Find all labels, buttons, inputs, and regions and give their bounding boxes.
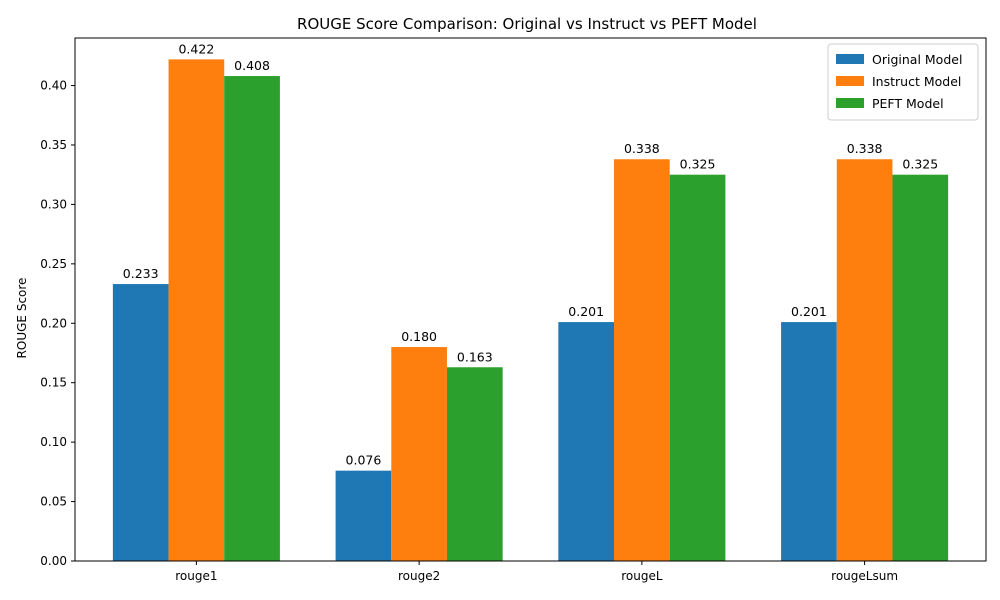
bar-instruct-model-rougeLsum xyxy=(836,159,893,562)
data-label: 0.163 xyxy=(457,349,493,364)
legend-label: Original Model xyxy=(872,52,962,67)
y-tick-label: 0.40 xyxy=(40,79,67,93)
plot-area: 0.233 0.076 0.201 0.201 0.422 0.180 0.338 0.338… xyxy=(40,37,987,583)
bar-instruct-model-rougeL xyxy=(614,159,670,562)
bar-peft-model-rougeLsum xyxy=(892,174,949,561)
bar-peft-model-rougeL xyxy=(669,174,726,561)
x-tick-label: rougeLsum xyxy=(831,569,898,583)
y-tick-label: 0.30 xyxy=(40,197,67,211)
bar-peft-model-rouge1 xyxy=(224,76,280,561)
data-label: 0.233 xyxy=(123,266,159,281)
data-label: 0.408 xyxy=(234,58,270,73)
axes-frame xyxy=(74,37,987,562)
y-tick-label: 0.05 xyxy=(40,495,67,509)
bar-instruct-model-rouge2 xyxy=(391,347,447,561)
data-label: 0.338 xyxy=(847,141,883,156)
x-tick-label: rouge1 xyxy=(175,569,217,583)
legend-swatch-instruct-model xyxy=(836,76,864,86)
data-label: 0.338 xyxy=(624,141,660,156)
bar-original-model-rougeL xyxy=(558,322,615,561)
bar-original-model-rouge1 xyxy=(112,284,169,561)
y-tick-label: 0.10 xyxy=(40,435,67,449)
data-label: 0.201 xyxy=(568,304,604,319)
y-tick-label: 0.35 xyxy=(40,138,67,152)
bar-original-model-rougeLsum xyxy=(781,322,837,561)
chart-title: ROUGE Score Comparison: Original vs Inst… xyxy=(297,15,757,33)
y-tick-label: 0.15 xyxy=(40,376,67,390)
y-tick-label: 0.20 xyxy=(40,316,67,330)
data-label: 0.325 xyxy=(902,157,938,172)
data-label: 0.422 xyxy=(178,41,214,56)
legend: Original Model Instruct Model PEFT Model xyxy=(827,43,979,121)
legend-swatch-original-model xyxy=(836,54,864,64)
legend-box xyxy=(827,43,979,121)
data-label: 0.325 xyxy=(680,157,716,172)
x-tick-label: rougeL xyxy=(621,569,663,583)
legend-swatch-peft-model xyxy=(836,98,864,108)
bar-peft-model-rouge2 xyxy=(446,367,503,561)
data-label: 0.201 xyxy=(791,304,827,319)
legend-label: PEFT Model xyxy=(872,96,944,111)
y-tick-label: 0.25 xyxy=(40,257,67,271)
bar-original-model-rouge2 xyxy=(335,470,392,561)
bar-instruct-model-rouge1 xyxy=(168,59,225,562)
x-tick-label: rouge2 xyxy=(398,569,440,583)
data-label: 0.180 xyxy=(401,329,437,344)
y-tick-label: 0.00 xyxy=(40,554,67,568)
y-axis-label: ROUGE Score xyxy=(15,278,29,359)
legend-label: Instruct Model xyxy=(872,74,961,89)
data-label: 0.076 xyxy=(346,453,382,468)
